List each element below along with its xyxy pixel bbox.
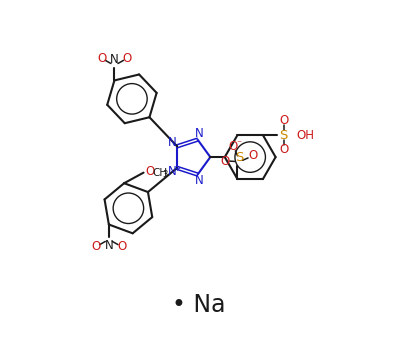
Text: O: O: [221, 155, 230, 168]
Text: S: S: [279, 128, 287, 142]
Text: ⁻: ⁻: [236, 139, 242, 149]
Text: O: O: [279, 143, 289, 156]
Text: • Na: • Na: [172, 293, 226, 317]
Text: N: N: [110, 53, 119, 66]
Text: OH: OH: [297, 128, 314, 142]
Text: O: O: [123, 52, 132, 65]
Text: N: N: [195, 174, 204, 187]
Text: O: O: [248, 149, 258, 162]
Text: O: O: [145, 165, 154, 178]
Text: O: O: [279, 114, 289, 127]
Text: 3: 3: [162, 170, 167, 179]
Text: +: +: [174, 163, 180, 173]
Text: O: O: [117, 240, 126, 253]
Text: O: O: [97, 52, 106, 65]
Text: CH: CH: [153, 168, 168, 178]
Text: S: S: [235, 151, 244, 163]
Text: O: O: [228, 140, 238, 153]
Text: O: O: [92, 240, 101, 253]
Text: N: N: [104, 239, 113, 252]
Text: N: N: [168, 165, 176, 178]
Text: N: N: [168, 136, 176, 149]
Text: N: N: [195, 127, 204, 140]
